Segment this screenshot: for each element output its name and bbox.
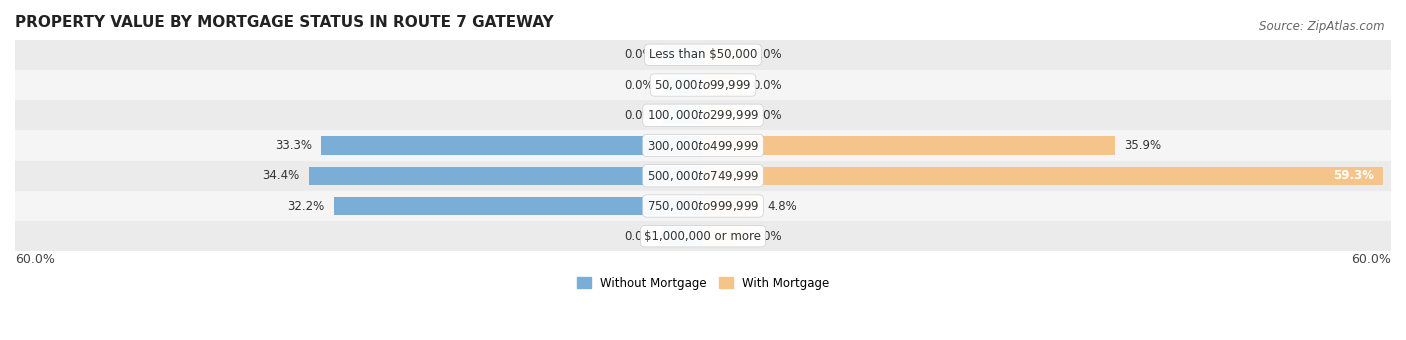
Bar [15, 221, 1391, 251]
Text: 59.3%: 59.3% [1333, 169, 1374, 182]
Bar [15, 70, 1391, 100]
Bar [15, 100, 1391, 130]
Bar [662, 76, 703, 94]
Text: Less than $50,000: Less than $50,000 [648, 48, 758, 61]
Text: 0.0%: 0.0% [624, 79, 654, 91]
Bar [703, 227, 744, 245]
Text: PROPERTY VALUE BY MORTGAGE STATUS IN ROUTE 7 GATEWAY: PROPERTY VALUE BY MORTGAGE STATUS IN ROU… [15, 15, 554, 30]
Bar [703, 197, 758, 215]
Bar [703, 106, 744, 124]
Bar [15, 191, 1391, 221]
Text: 33.3%: 33.3% [276, 139, 312, 152]
Text: 60.0%: 60.0% [15, 253, 55, 266]
Text: 4.8%: 4.8% [768, 200, 797, 212]
Text: 60.0%: 60.0% [1351, 253, 1391, 266]
Bar [703, 136, 1115, 155]
Bar [662, 106, 703, 124]
Text: 32.2%: 32.2% [287, 200, 325, 212]
Text: $750,000 to $999,999: $750,000 to $999,999 [647, 199, 759, 213]
Bar [703, 46, 744, 64]
Text: 0.0%: 0.0% [752, 109, 782, 122]
Text: 34.4%: 34.4% [262, 169, 299, 182]
Bar [15, 40, 1391, 70]
Text: Source: ZipAtlas.com: Source: ZipAtlas.com [1260, 20, 1385, 33]
Text: 0.0%: 0.0% [624, 48, 654, 61]
Text: 0.0%: 0.0% [624, 230, 654, 243]
Text: 0.0%: 0.0% [752, 79, 782, 91]
Legend: Without Mortgage, With Mortgage: Without Mortgage, With Mortgage [572, 272, 834, 294]
Bar [321, 136, 703, 155]
Text: $300,000 to $499,999: $300,000 to $499,999 [647, 138, 759, 153]
Text: 0.0%: 0.0% [624, 109, 654, 122]
Bar [15, 130, 1391, 160]
Text: 0.0%: 0.0% [752, 230, 782, 243]
Text: 0.0%: 0.0% [752, 48, 782, 61]
Bar [662, 46, 703, 64]
Text: $500,000 to $749,999: $500,000 to $749,999 [647, 169, 759, 183]
Bar [662, 227, 703, 245]
Bar [703, 76, 744, 94]
Bar [703, 167, 1384, 185]
Text: 35.9%: 35.9% [1123, 139, 1161, 152]
Bar [333, 197, 703, 215]
Bar [15, 160, 1391, 191]
Text: $1,000,000 or more: $1,000,000 or more [644, 230, 762, 243]
Bar [308, 167, 703, 185]
Text: $50,000 to $99,999: $50,000 to $99,999 [654, 78, 752, 92]
Text: $100,000 to $299,999: $100,000 to $299,999 [647, 108, 759, 122]
